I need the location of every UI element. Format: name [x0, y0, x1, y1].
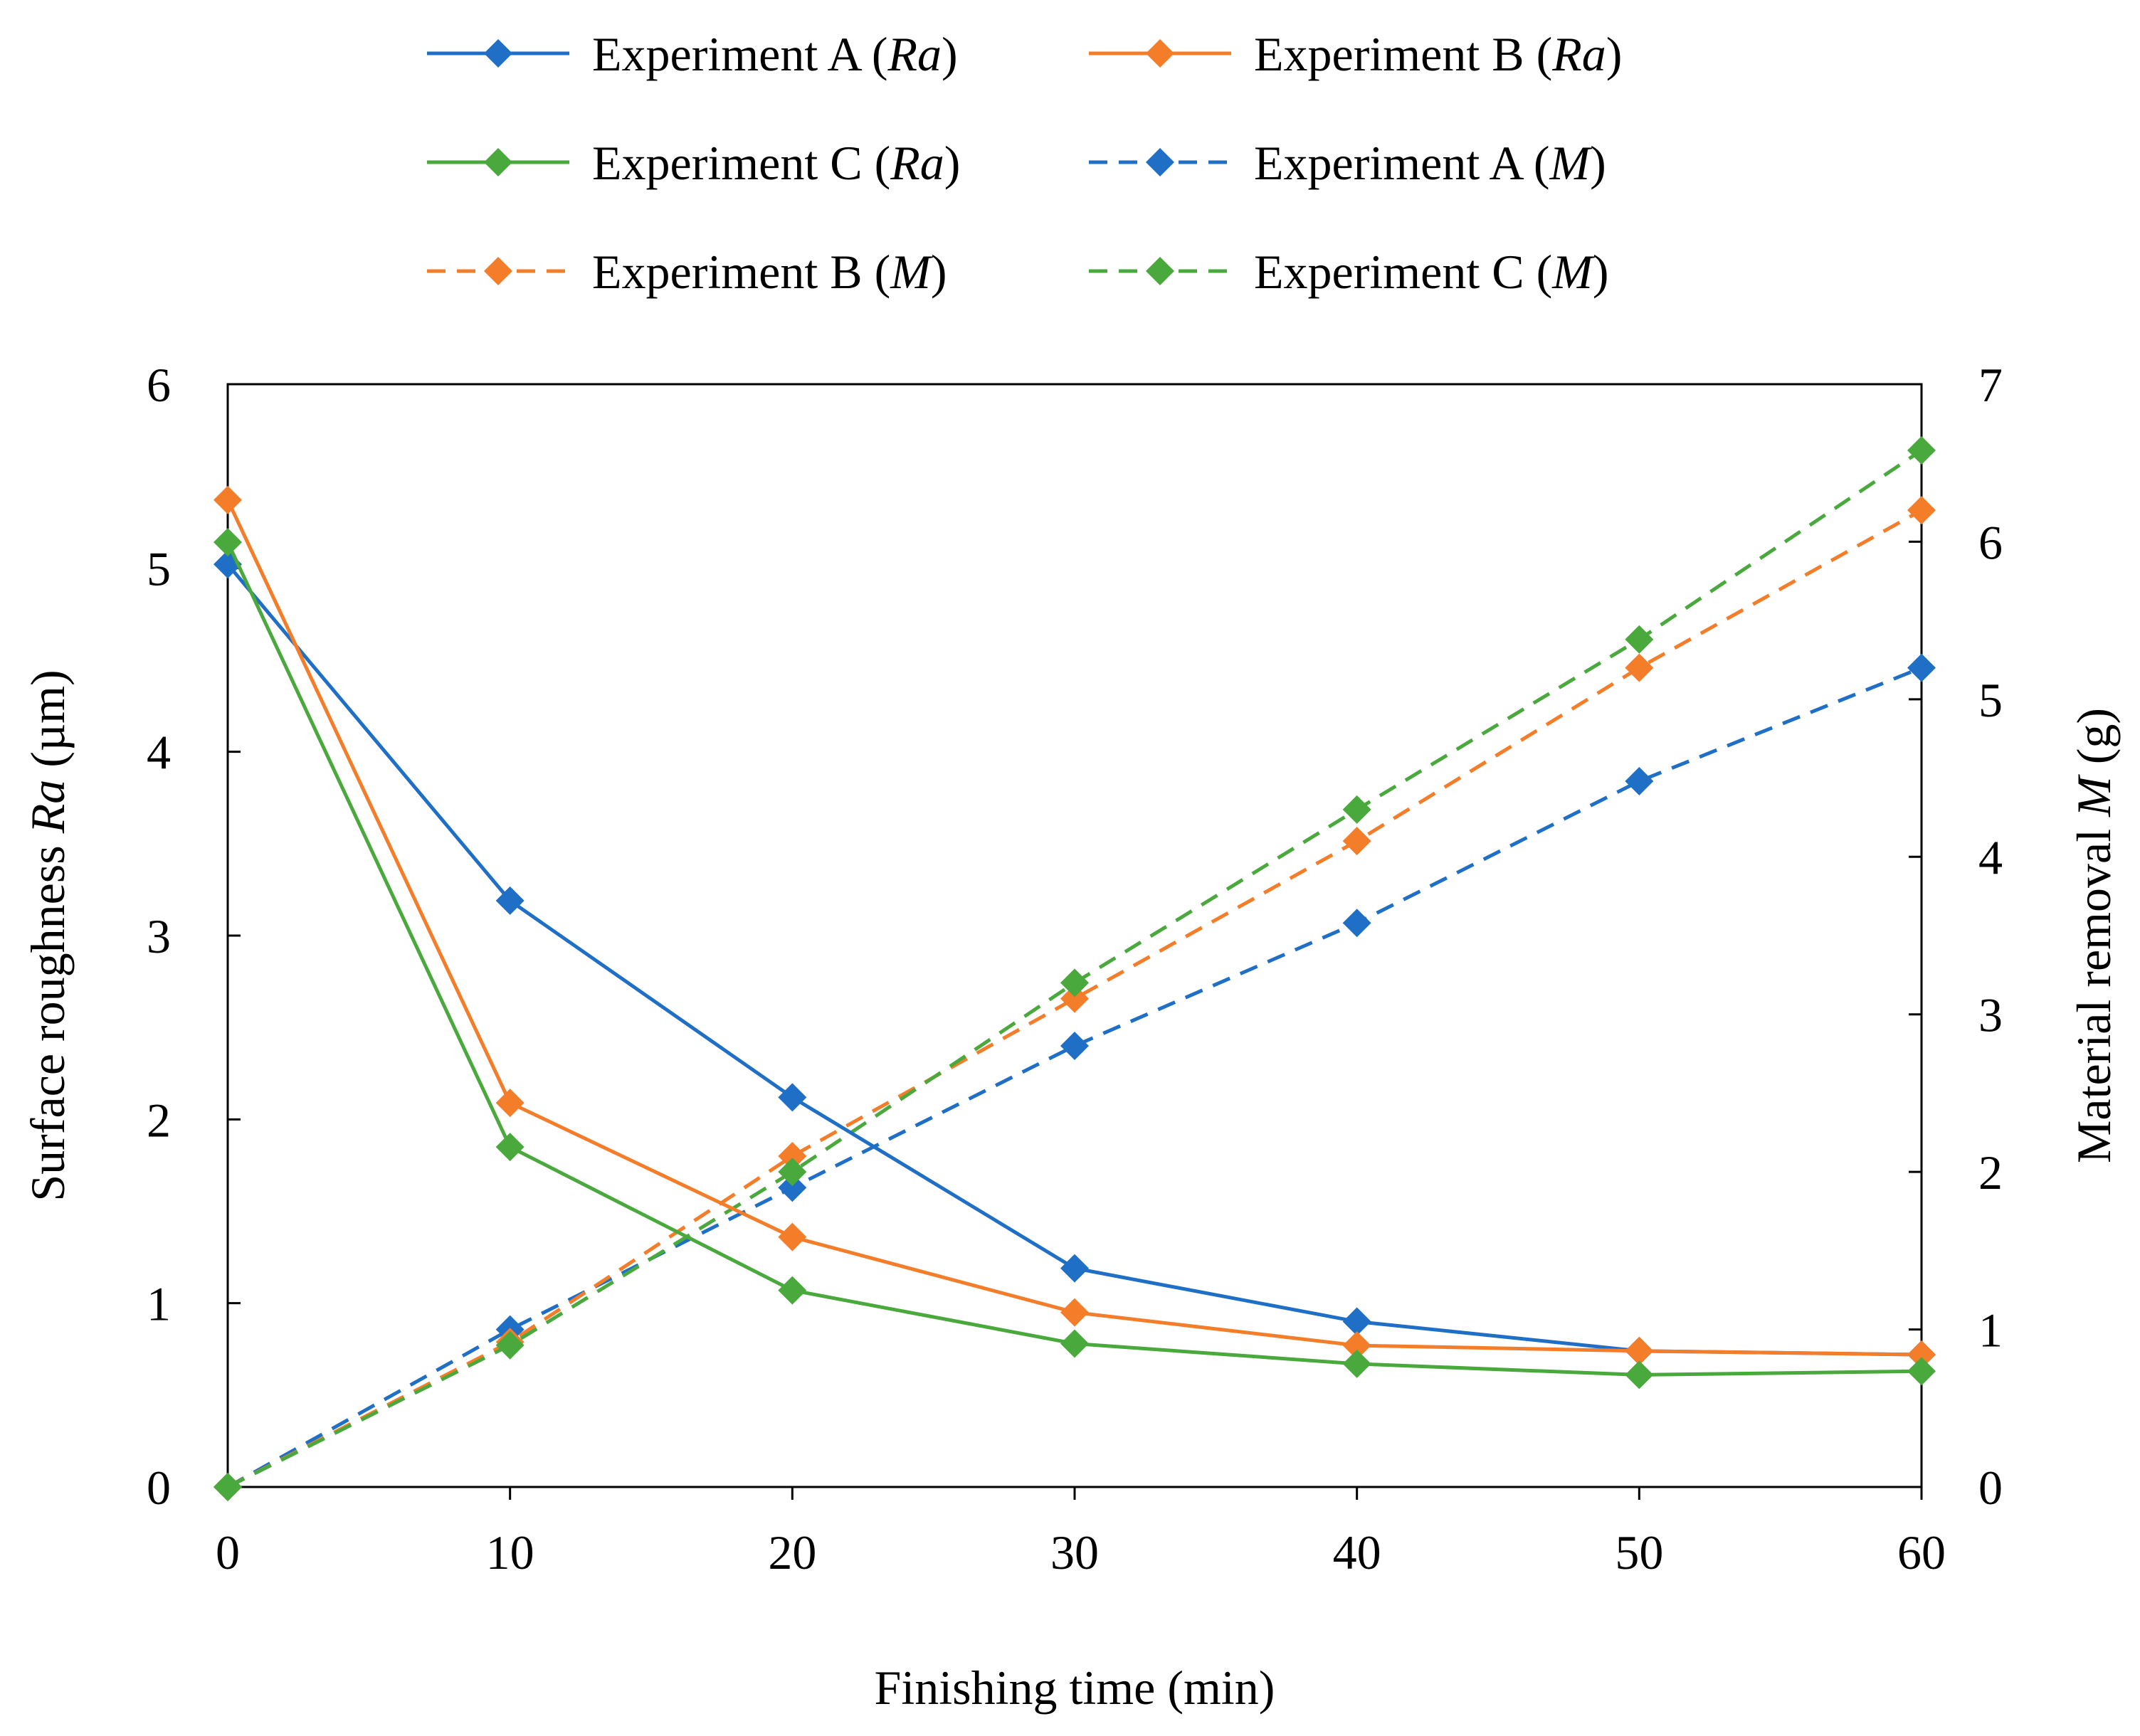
legend-label: Experiment C (Ra) [592, 136, 960, 190]
legend-item-experiment-a-m: Experiment A (M) [1089, 136, 1606, 190]
data-point-experiment-c-m [1060, 968, 1089, 997]
data-point-experiment-c-m [214, 1473, 242, 1501]
x-tick-label: 30 [1050, 1525, 1099, 1579]
y-axis-right: 0 1 2 3 4 5 6 7 [1909, 358, 2003, 1515]
data-point-experiment-c-ra [214, 528, 242, 557]
legend-label: Experiment B (M) [592, 245, 947, 299]
data-point-experiment-b-ra [495, 1089, 525, 1118]
data-point-experiment-a-m [1625, 767, 1654, 795]
y-axis-left-label: Surface roughness Ra (µm) [21, 669, 75, 1201]
x-tick-label: 0 [216, 1525, 240, 1579]
x-axis: 0 10 20 30 40 50 60 [216, 1487, 1946, 1579]
data-point-experiment-a-ra [1342, 1307, 1371, 1336]
series-line-experiment-b-ra [226, 499, 1922, 1357]
x-tick-label: 20 [768, 1525, 816, 1579]
y-right-tick-label: 4 [1978, 830, 2003, 884]
x-axis-label: Finishing time (min) [875, 1661, 1275, 1715]
data-point-experiment-a-ra [1060, 1254, 1089, 1283]
series-layer [214, 436, 1936, 1501]
legend-swatch-marker [1146, 148, 1174, 176]
series-experiment-c-m [214, 436, 1936, 1501]
y-right-tick-label: 0 [1978, 1461, 2003, 1515]
data-point-experiment-b-ra [1342, 1331, 1371, 1360]
legend-item-experiment-b-ra: Experiment B (Ra) [1089, 27, 1622, 81]
data-point-experiment-b-ra [1625, 1336, 1654, 1365]
series-line-experiment-a-ra [226, 563, 1922, 1357]
data-point-experiment-c-ra [495, 1133, 525, 1162]
data-point-experiment-c-ra [1625, 1360, 1654, 1390]
data-point-experiment-a-ra [495, 886, 525, 915]
x-tick-label: 40 [1333, 1525, 1381, 1579]
legend-item-experiment-b-m: Experiment B (M) [427, 245, 947, 299]
data-point-experiment-b-ra [778, 1222, 807, 1251]
x-tick-label: 10 [486, 1525, 534, 1579]
data-point-experiment-a-m [1342, 909, 1371, 938]
y-left-tick-label: 4 [147, 726, 171, 780]
data-point-experiment-c-m [1625, 625, 1654, 654]
data-point-experiment-b-ra [1060, 1298, 1089, 1327]
y-right-tick-label: 1 [1978, 1303, 2003, 1357]
legend-swatch-marker [484, 257, 512, 285]
data-point-experiment-a-ra [778, 1083, 807, 1112]
data-point-experiment-c-m [495, 1330, 525, 1360]
y-left-tick-label: 1 [147, 1277, 171, 1331]
data-point-experiment-b-m [1907, 496, 1936, 525]
data-point-experiment-c-ra [1342, 1349, 1371, 1378]
legend-label: Experiment B (Ra) [1254, 27, 1622, 81]
y-axis-right-label: Material removal M (g) [2067, 708, 2121, 1163]
legend-label: Experiment C (M) [1254, 245, 1609, 299]
series-experiment-b-ra [214, 485, 1936, 1369]
y-right-tick-label: 7 [1978, 358, 2003, 412]
y-right-tick-label: 2 [1978, 1145, 2003, 1200]
data-point-experiment-c-ra [1060, 1329, 1089, 1358]
y-left-tick-label: 3 [147, 909, 171, 963]
data-point-experiment-c-m [1342, 795, 1371, 824]
data-point-experiment-b-m [1342, 827, 1371, 856]
legend-item-experiment-c-ra: Experiment C (Ra) [427, 136, 960, 190]
data-point-experiment-a-m [778, 1173, 807, 1202]
y-left-tick-label: 0 [147, 1461, 171, 1515]
data-point-experiment-c-m [1907, 436, 1936, 465]
data-point-experiment-c-m [778, 1158, 807, 1187]
data-point-experiment-c-ra [1907, 1357, 1936, 1386]
legend-swatch-marker [484, 148, 512, 176]
legend-swatch-marker [484, 39, 512, 68]
y-left-tick-label: 6 [147, 358, 171, 412]
data-point-experiment-b-m [778, 1142, 807, 1170]
legend: Experiment A (Ra) Experiment B (Ra) Experi… [427, 27, 1622, 299]
data-point-experiment-b-m [1060, 984, 1089, 1013]
legend-swatch-marker [1146, 39, 1174, 68]
data-point-experiment-b-ra [214, 485, 242, 514]
data-point-experiment-b-ra [1907, 1340, 1936, 1369]
legend-swatch-marker [1146, 257, 1174, 285]
legend-item-experiment-a-ra: Experiment A (Ra) [427, 27, 958, 81]
legend-label: Experiment A (M) [1254, 136, 1606, 190]
x-tick-label: 50 [1615, 1525, 1663, 1579]
y-right-tick-label: 5 [1978, 673, 2003, 727]
series-experiment-c-ra [214, 528, 1936, 1390]
legend-item-experiment-c-m: Experiment C (M) [1089, 245, 1609, 299]
series-experiment-a-ra [214, 550, 1936, 1369]
y-right-tick-label: 3 [1978, 988, 2003, 1042]
data-point-experiment-c-ra [778, 1276, 807, 1305]
y-right-tick-label: 6 [1978, 515, 2003, 569]
y-left-tick-label: 2 [147, 1093, 171, 1147]
x-tick-label: 60 [1897, 1525, 1946, 1579]
data-point-experiment-a-m [1060, 1032, 1089, 1060]
legend-label: Experiment A (Ra) [592, 27, 958, 81]
data-point-experiment-b-m [1625, 653, 1654, 682]
y-left-tick-label: 5 [147, 541, 171, 596]
series-line-experiment-a-m [226, 666, 1922, 1489]
data-point-experiment-a-m [1907, 653, 1936, 682]
series-line-experiment-c-ra [226, 541, 1922, 1377]
